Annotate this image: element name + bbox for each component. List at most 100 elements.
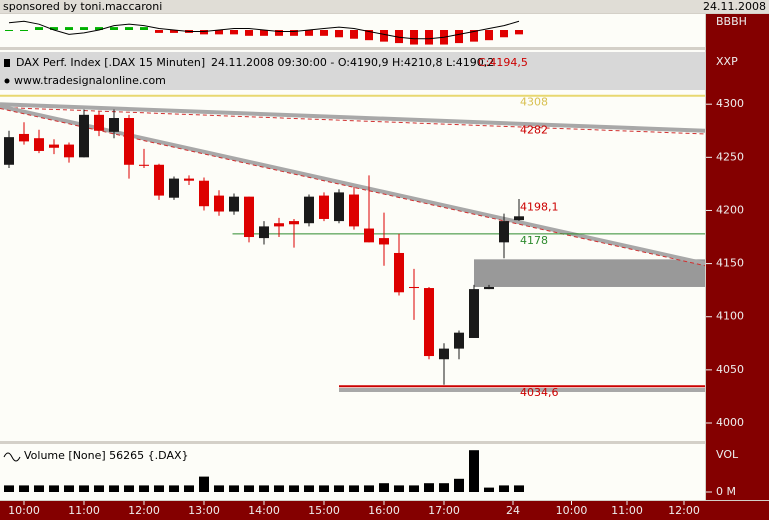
- candle-body: [424, 288, 434, 357]
- x-tick-label: 11:00: [68, 504, 100, 517]
- indicator-bar: [410, 30, 418, 45]
- indicator-bar: [500, 30, 508, 38]
- candle-body: [169, 178, 179, 198]
- indicator-bar: [35, 27, 43, 30]
- volume-bar: [289, 485, 299, 492]
- volume-bar: [379, 483, 389, 492]
- series-icon: [4, 59, 10, 67]
- x-tick-label: 15:00: [308, 504, 340, 517]
- trend-line: [0, 104, 706, 266]
- indicator-line: [8, 20, 520, 40]
- indicator-bar: [170, 30, 178, 33]
- x-tick-label: 13:00: [188, 504, 220, 517]
- candle-body: [109, 118, 119, 132]
- candle-body: [409, 286, 419, 289]
- x-tick-label: 16:00: [368, 504, 400, 517]
- x-tick-label: 10:00: [8, 504, 40, 517]
- candle-body: [319, 195, 329, 219]
- indicator-bar: [320, 30, 328, 36]
- volume-bar: [469, 450, 479, 492]
- volume-bar: [214, 485, 224, 492]
- candle-body: [184, 178, 194, 181]
- right-axis-strip: [706, 14, 769, 500]
- volume-bar: [274, 485, 284, 492]
- volume-bar: [259, 485, 269, 492]
- volume-bar: [154, 485, 164, 492]
- indicator-bar: [200, 30, 208, 35]
- quote: 24.11.2008 09:30:00 - O:4190,9 H:4210,8 …: [211, 56, 494, 69]
- price-axis-label: XXP: [716, 55, 738, 68]
- indicator-bar: [95, 27, 103, 30]
- indicator-bar: [515, 30, 523, 35]
- volume-bar: [394, 485, 404, 492]
- indicator-axis-label: BBBH: [716, 15, 747, 28]
- annotation: 4034,6: [520, 386, 559, 399]
- candle-body: [469, 289, 479, 338]
- volume-bar: [334, 485, 344, 492]
- volume-bar: [34, 485, 44, 492]
- candle-body: [79, 114, 89, 158]
- y-tick-label: 4100: [716, 310, 744, 323]
- candle-body: [124, 118, 134, 165]
- indicator-bar: [20, 30, 28, 31]
- indicator-bar: [245, 30, 253, 36]
- indicator-bar: [350, 30, 358, 39]
- volume-bar: [139, 485, 149, 492]
- candle-body: [364, 228, 374, 243]
- annotation: 4282: [520, 123, 548, 136]
- annotation: 4198,1: [520, 200, 559, 213]
- main-panel: [0, 50, 705, 441]
- volume-bar: [229, 485, 239, 492]
- candle-body: [499, 221, 509, 243]
- volume-bar: [109, 485, 119, 492]
- x-tick-label: 14:00: [248, 504, 280, 517]
- x-tick-label: 17:00: [428, 504, 460, 517]
- candle-body: [289, 221, 299, 225]
- indicator-bar: [485, 30, 493, 41]
- candle-body: [454, 332, 464, 349]
- annotation: 4308: [520, 96, 548, 109]
- indicator-bar: [425, 30, 433, 45]
- indicator-bar: [335, 30, 343, 38]
- volume-bar: [19, 485, 29, 492]
- volume-bar: [49, 485, 59, 492]
- indicator-bar: [260, 30, 268, 36]
- candle-body: [94, 114, 104, 131]
- candle-body: [49, 144, 59, 148]
- volume-bar: [244, 485, 254, 492]
- volume-bar: [349, 485, 359, 492]
- volume-bar: [439, 483, 449, 492]
- x-tick-label: 10:00: [556, 504, 588, 517]
- indicator-bar: [380, 30, 388, 42]
- indicator-bar: [455, 30, 463, 44]
- candle-body: [514, 216, 524, 221]
- chart-title: DAX Perf. Index [.DAX 15 Minuten]: [16, 56, 205, 69]
- candle-body: [199, 180, 209, 207]
- volume-bar: [484, 487, 494, 492]
- candle-body: [154, 164, 164, 196]
- indicator-bar: [65, 27, 73, 30]
- indicator-bar: [125, 27, 133, 30]
- volume-bar: [424, 483, 434, 492]
- y-tick-label: 4250: [716, 150, 744, 163]
- candle-body: [259, 226, 269, 239]
- volume-bar: [409, 485, 419, 492]
- candle-body: [19, 133, 29, 142]
- candle-body: [349, 194, 359, 227]
- indicator-bar: [155, 30, 163, 33]
- candle-body: [214, 195, 224, 212]
- indicator-bar: [80, 27, 88, 30]
- trend-line: [0, 106, 706, 135]
- volume-bar: [499, 485, 509, 492]
- volume-bar: [304, 485, 314, 492]
- indicator-bar: [290, 30, 298, 36]
- candle-body: [229, 196, 239, 212]
- candle-body: [244, 196, 254, 238]
- volume-bar: [79, 485, 89, 492]
- volume-bar: [514, 485, 524, 492]
- candle-body: [484, 286, 494, 290]
- candle-body: [439, 348, 449, 360]
- y-tick-label: 4300: [716, 97, 744, 110]
- indicator-bar: [140, 27, 148, 30]
